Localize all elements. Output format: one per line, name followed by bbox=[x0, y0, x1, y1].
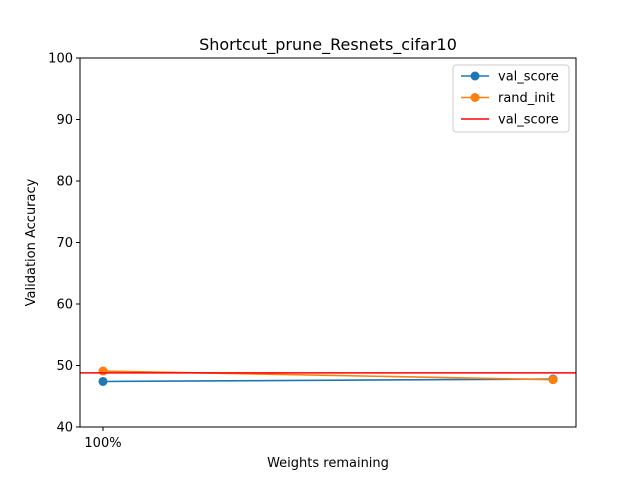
series-point-1 bbox=[98, 366, 108, 376]
y-tick-label: 70 bbox=[56, 236, 73, 251]
y-tick-label: 40 bbox=[56, 421, 73, 436]
y-tick-label: 80 bbox=[56, 175, 73, 190]
legend-items: val_score rand_init val_score bbox=[461, 70, 559, 128]
plot-area-frame bbox=[79, 57, 577, 428]
legend-swatch-marker bbox=[470, 93, 480, 102]
legend: val_score rand_init val_score bbox=[452, 64, 570, 133]
y-tick-label: 50 bbox=[56, 359, 73, 374]
y-tick-label: 100 bbox=[48, 52, 73, 67]
series-line-0 bbox=[102, 378, 554, 383]
y-axis-label: Validation Accuracy bbox=[24, 178, 39, 306]
legend-swatch-marker bbox=[470, 71, 480, 81]
x-axis-ticks: 100% bbox=[84, 427, 122, 451]
y-tick-label: 60 bbox=[56, 298, 73, 313]
legend-label: val_score bbox=[498, 113, 559, 128]
x-axis-label: Weights remaining bbox=[267, 456, 389, 471]
legend-label: rand_init bbox=[498, 91, 555, 106]
legend-label: val_score bbox=[498, 70, 559, 85]
x-tick-label: 100% bbox=[84, 436, 121, 451]
legend-box bbox=[452, 64, 570, 133]
y-axis-ticks: 40 50 60 70 80 90 100 bbox=[48, 52, 80, 436]
series-layer bbox=[80, 366, 576, 386]
chart-title: Shortcut_prune_Resnets_cifar10 bbox=[199, 35, 457, 55]
series-point-1 bbox=[548, 375, 558, 385]
y-tick-label: 90 bbox=[56, 113, 73, 128]
series-point-0 bbox=[98, 376, 108, 386]
